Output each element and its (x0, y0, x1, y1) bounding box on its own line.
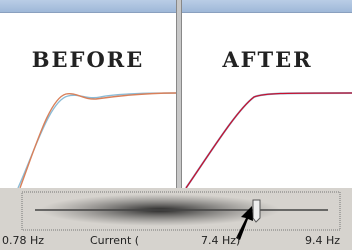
after-panel: AFTER (181, 0, 352, 188)
response-plot (0, 0, 176, 188)
curve-blue (18, 93, 176, 188)
curve-orange (20, 93, 176, 188)
screen: BEFORE AFTER 0.78 Hz Current ( 7.4 Hz) 9… (0, 0, 352, 250)
slider-thumb[interactable] (253, 200, 260, 222)
response-plot (182, 0, 352, 188)
curve-red (186, 93, 352, 188)
max-label: 9.4 Hz (305, 234, 340, 247)
min-label: 0.78 Hz (2, 234, 44, 247)
slider-area (0, 188, 352, 250)
before-panel: BEFORE (0, 0, 177, 188)
current-label: 7.4 Hz) (201, 234, 240, 247)
curve-blue (186, 93, 352, 188)
current-prefix: Current ( (90, 234, 139, 247)
